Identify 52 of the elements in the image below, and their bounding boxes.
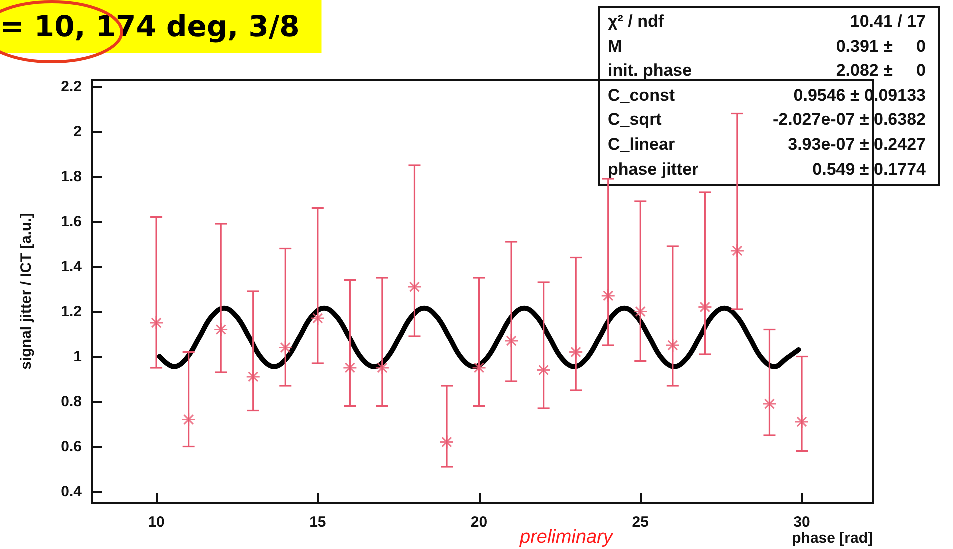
- y-tick-label: 0.6: [61, 438, 82, 456]
- text: init. phase: [608, 61, 692, 80]
- x-axis-title: phase [rad]: [792, 530, 873, 547]
- annotation: -2.027e-07 ± 0.6382: [773, 109, 926, 132]
- point: [149, 316, 164, 330]
- y-tick-label: 1.6: [61, 213, 82, 230]
- y-tick-label: 1: [74, 348, 82, 366]
- text: M: [608, 36, 622, 56]
- point: [214, 322, 228, 337]
- point: [407, 280, 422, 294]
- point: [472, 360, 487, 376]
- point: [601, 288, 616, 304]
- y-axis-title: signal jitter / ICT [a.u.]: [18, 213, 35, 370]
- text: χ² / ndf: [608, 12, 664, 31]
- point: [730, 244, 745, 258]
- annotation: C_const: [608, 84, 676, 107]
- point: [633, 304, 648, 319]
- point: [278, 340, 293, 355]
- y-tick-label: 0.8: [61, 393, 82, 410]
- point: [666, 338, 680, 353]
- text: 10.41 / 17: [850, 12, 926, 31]
- point: [440, 435, 454, 450]
- y-tick-label: 1.4: [61, 258, 83, 276]
- x-tick-label: 15: [310, 514, 326, 531]
- x-tick-label: 25: [632, 514, 649, 531]
- annotation: 0.549 ± 0.1774: [812, 158, 926, 181]
- y-tick-label: 1.2: [61, 303, 82, 320]
- point: [310, 311, 326, 326]
- y-tick-label: 1.8: [61, 168, 82, 186]
- annotation: phase jitter: [608, 158, 699, 181]
- point: [568, 345, 584, 360]
- point: [342, 360, 358, 376]
- y-tick-label: 2.2: [61, 78, 82, 96]
- point: [375, 360, 390, 376]
- x-tick-label: 10: [148, 514, 165, 531]
- point: [762, 396, 777, 412]
- annotation: 3.93e-07 ± 0.2427: [788, 134, 926, 156]
- point: [246, 370, 261, 384]
- x-tick-label: 30: [794, 514, 810, 531]
- x-tick-label: 20: [470, 514, 488, 531]
- point: [794, 414, 810, 430]
- point: [182, 412, 196, 427]
- y-tick-label: 2: [74, 123, 82, 140]
- text: 0.391 ± 0: [836, 36, 926, 56]
- text: preliminary: [520, 527, 613, 549]
- y-tick-label: 0.4: [61, 483, 83, 500]
- point: [698, 300, 712, 314]
- annotation: C_sqrt: [608, 109, 662, 132]
- point: [536, 363, 552, 378]
- point: [504, 334, 519, 348]
- annotation: C_linear: [608, 134, 676, 156]
- text: 2.082 ± 0: [836, 61, 926, 80]
